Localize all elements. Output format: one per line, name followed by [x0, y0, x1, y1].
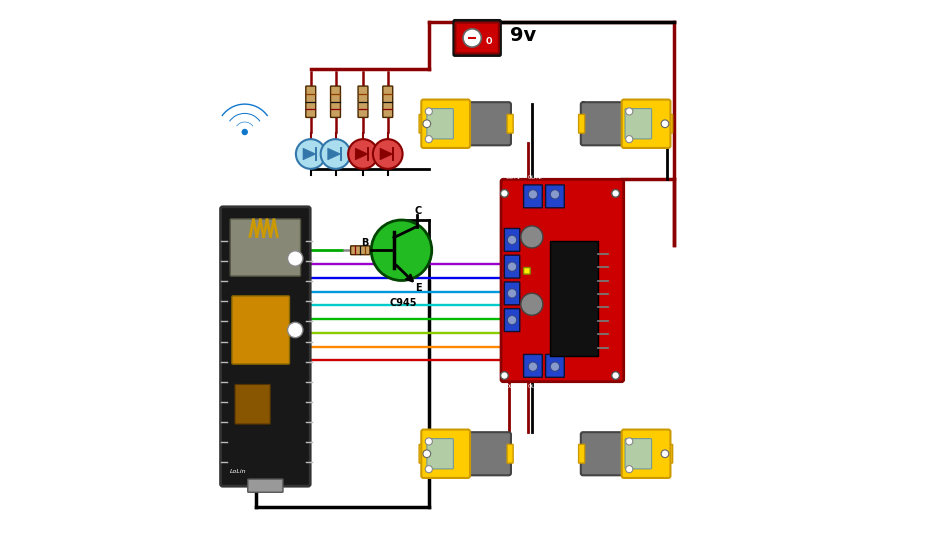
Text: OUT4: OUT4 — [528, 384, 543, 389]
Circle shape — [425, 438, 432, 445]
FancyBboxPatch shape — [546, 354, 565, 377]
Circle shape — [423, 450, 431, 458]
Circle shape — [348, 139, 378, 169]
FancyBboxPatch shape — [232, 296, 290, 364]
Circle shape — [288, 322, 303, 338]
Circle shape — [288, 251, 303, 266]
Text: O: O — [485, 37, 492, 46]
Bar — [550, 241, 598, 356]
Circle shape — [521, 226, 543, 248]
Circle shape — [242, 129, 247, 135]
FancyBboxPatch shape — [419, 114, 425, 133]
Text: C945: C945 — [389, 298, 417, 308]
FancyBboxPatch shape — [419, 444, 425, 463]
FancyBboxPatch shape — [546, 185, 565, 208]
Circle shape — [425, 465, 432, 472]
Text: B: B — [361, 238, 368, 248]
Circle shape — [423, 120, 431, 128]
FancyBboxPatch shape — [581, 102, 629, 145]
FancyBboxPatch shape — [248, 479, 283, 492]
Circle shape — [528, 362, 538, 371]
FancyBboxPatch shape — [507, 444, 513, 463]
Circle shape — [508, 289, 517, 298]
Circle shape — [626, 438, 633, 445]
Text: OUT2: OUT2 — [528, 175, 543, 180]
FancyBboxPatch shape — [504, 255, 520, 278]
Polygon shape — [380, 148, 393, 160]
FancyBboxPatch shape — [622, 430, 670, 478]
FancyBboxPatch shape — [230, 219, 300, 276]
FancyBboxPatch shape — [524, 267, 530, 274]
Text: OUT3: OUT3 — [506, 384, 521, 389]
FancyBboxPatch shape — [221, 207, 310, 486]
Circle shape — [626, 108, 633, 115]
Circle shape — [463, 29, 482, 47]
FancyBboxPatch shape — [306, 86, 316, 118]
FancyBboxPatch shape — [453, 20, 500, 56]
Circle shape — [500, 190, 509, 197]
Circle shape — [528, 190, 538, 199]
FancyBboxPatch shape — [524, 185, 542, 208]
Text: C: C — [414, 206, 422, 216]
FancyBboxPatch shape — [422, 100, 470, 148]
FancyBboxPatch shape — [622, 100, 670, 148]
FancyBboxPatch shape — [625, 438, 652, 469]
Circle shape — [551, 362, 560, 371]
Circle shape — [661, 120, 669, 128]
Circle shape — [425, 108, 432, 115]
Circle shape — [425, 135, 432, 142]
FancyBboxPatch shape — [422, 430, 470, 478]
FancyBboxPatch shape — [235, 384, 270, 424]
Polygon shape — [355, 148, 368, 160]
Circle shape — [508, 262, 517, 271]
FancyBboxPatch shape — [579, 444, 584, 463]
Circle shape — [508, 235, 517, 245]
Text: E: E — [415, 283, 422, 293]
FancyBboxPatch shape — [351, 246, 370, 255]
Circle shape — [626, 465, 633, 472]
Circle shape — [500, 372, 509, 379]
FancyBboxPatch shape — [427, 108, 453, 139]
FancyBboxPatch shape — [455, 23, 499, 53]
FancyBboxPatch shape — [667, 444, 672, 463]
Text: 9v: 9v — [511, 26, 537, 45]
Circle shape — [626, 135, 633, 142]
FancyBboxPatch shape — [462, 432, 511, 475]
Circle shape — [551, 190, 560, 199]
Polygon shape — [303, 148, 316, 160]
Text: OUT1: OUT1 — [506, 175, 521, 180]
FancyBboxPatch shape — [501, 179, 624, 382]
FancyBboxPatch shape — [382, 86, 393, 118]
Circle shape — [321, 139, 351, 169]
FancyBboxPatch shape — [462, 102, 511, 145]
Text: LoLin: LoLin — [230, 469, 246, 474]
Circle shape — [508, 316, 517, 324]
FancyBboxPatch shape — [625, 108, 652, 139]
Circle shape — [373, 139, 403, 169]
FancyBboxPatch shape — [504, 282, 520, 305]
FancyBboxPatch shape — [358, 86, 368, 118]
Circle shape — [295, 139, 325, 169]
FancyBboxPatch shape — [581, 432, 629, 475]
Polygon shape — [328, 148, 340, 160]
Circle shape — [371, 220, 432, 280]
FancyBboxPatch shape — [667, 114, 672, 133]
FancyBboxPatch shape — [507, 114, 513, 133]
Circle shape — [611, 190, 620, 197]
FancyBboxPatch shape — [331, 86, 340, 118]
FancyBboxPatch shape — [504, 309, 520, 332]
Circle shape — [611, 372, 620, 379]
FancyBboxPatch shape — [427, 438, 453, 469]
FancyBboxPatch shape — [524, 354, 542, 377]
Circle shape — [521, 293, 543, 315]
Circle shape — [661, 450, 669, 458]
FancyBboxPatch shape — [579, 114, 584, 133]
FancyBboxPatch shape — [504, 228, 520, 251]
